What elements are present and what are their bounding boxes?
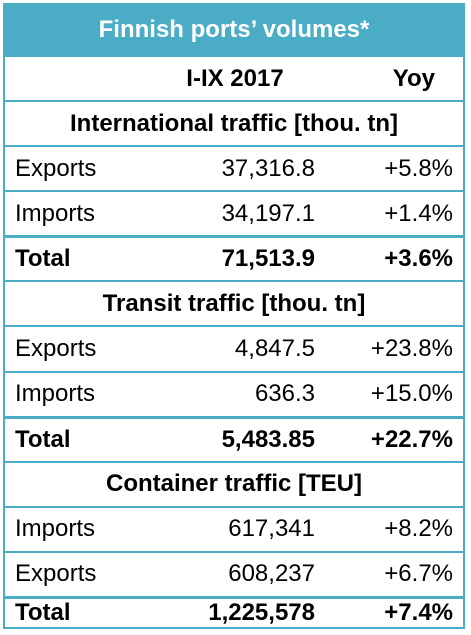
- row-value: 617,341: [228, 515, 315, 543]
- row-label: Exports: [15, 560, 97, 588]
- row-value: 636.3: [254, 380, 315, 408]
- table-row: Imports 617,341 +8.2%: [5, 505, 463, 551]
- header-period: I-IX 2017: [186, 64, 284, 92]
- row-label: Total: [15, 598, 71, 626]
- row-value: 4,847.5: [234, 335, 315, 363]
- row-yoy: +22.7%: [370, 425, 453, 453]
- row-label: Imports: [15, 515, 96, 543]
- row-label: Total: [15, 245, 71, 273]
- row-yoy: +5.8%: [384, 154, 453, 182]
- section-title-transit: Transit traffic [thou. tn]: [5, 280, 463, 325]
- row-value: 37,316.8: [221, 154, 315, 182]
- row-yoy: +3.6%: [384, 245, 453, 273]
- row-yoy: +15.0%: [370, 380, 453, 408]
- row-value: 5,483.85: [221, 425, 315, 453]
- section-title-international: International traffic [thou. tn]: [5, 100, 463, 145]
- row-yoy: +6.7%: [384, 560, 453, 588]
- table-title: Finnish ports’ volumes*: [5, 5, 463, 55]
- row-yoy: +23.8%: [370, 335, 453, 363]
- row-yoy: +1.4%: [384, 199, 453, 227]
- row-label: Exports: [15, 154, 97, 182]
- row-value: 71,513.9: [221, 245, 315, 273]
- row-yoy: +8.2%: [384, 515, 453, 543]
- header-row: I-IX 2017 Yoy: [5, 55, 463, 100]
- header-yoy: Yoy: [392, 64, 435, 92]
- table-row: Exports 37,316.8 +5.8%: [5, 145, 463, 190]
- table-row: Imports 636.3 +15.0%: [5, 370, 463, 416]
- row-value: 608,237: [228, 560, 315, 588]
- row-value: 1,225,578: [208, 598, 315, 626]
- row-label: Total: [15, 425, 71, 453]
- row-label: Imports: [15, 199, 96, 227]
- row-label: Exports: [15, 335, 97, 363]
- total-row: Total 71,513.9 +3.6%: [5, 235, 463, 280]
- section-title-container: Container traffic [TEU]: [5, 460, 463, 506]
- row-yoy: +7.4%: [384, 598, 453, 626]
- total-row: Total 5,483.85 +22.7%: [5, 415, 463, 461]
- table-row: Exports 608,237 +6.7%: [5, 550, 463, 596]
- row-label: Imports: [15, 380, 96, 408]
- table-row: Exports 4,847.5 +23.8%: [5, 325, 463, 370]
- port-volumes-table: Finnish ports’ volumes* I-IX 2017 Yoy In…: [3, 3, 465, 629]
- row-value: 34,197.1: [221, 199, 315, 227]
- total-row: Total 1,225,578 +7.4%: [5, 595, 463, 627]
- table-row: Imports 34,197.1 +1.4%: [5, 190, 463, 235]
